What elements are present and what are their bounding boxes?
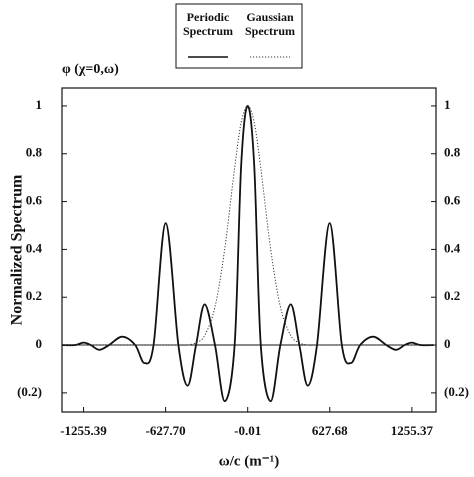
y-tick-label: 0.2 [26,288,42,303]
plot-frame [61,87,437,413]
y-tick-label: 0.4 [26,240,43,255]
legend-label: Gaussian Spectrum [245,10,295,38]
y-axis-label: Normalized Spectrum [9,174,26,325]
x-tick-label: -0.01 [234,423,261,438]
y2-tick-label: 0.4 [444,240,461,255]
x-tick-label: 627.68 [312,423,348,438]
y-tick-label: 0.6 [26,193,43,208]
y-tick-label: 0.8 [26,145,43,160]
chart-title: φ (χ=0,ω) [62,62,119,77]
y2-tick-label: 0 [444,336,451,351]
x-tick-label: 1255.37 [391,423,434,438]
x-axis-label: ω/c (m⁻¹) [219,453,279,469]
y-tick-label: 0 [36,336,43,351]
y-tick-label: 1 [36,97,43,112]
legend-box [175,3,303,69]
series-line [62,105,434,346]
x-tick-label: -1255.39 [60,423,107,438]
series-line [61,105,434,403]
legend-label: Periodic Spectrum [183,10,233,38]
y2-tick-label: (0.2) [444,384,469,399]
x-tick-label: -627.70 [146,423,186,438]
y2-tick-label: 0.2 [444,288,460,303]
y2-tick-label: 1 [444,97,451,112]
y-tick-label: (0.2) [17,384,42,399]
y2-tick-label: 0.6 [444,193,461,208]
y2-tick-label: 0.8 [444,145,461,160]
